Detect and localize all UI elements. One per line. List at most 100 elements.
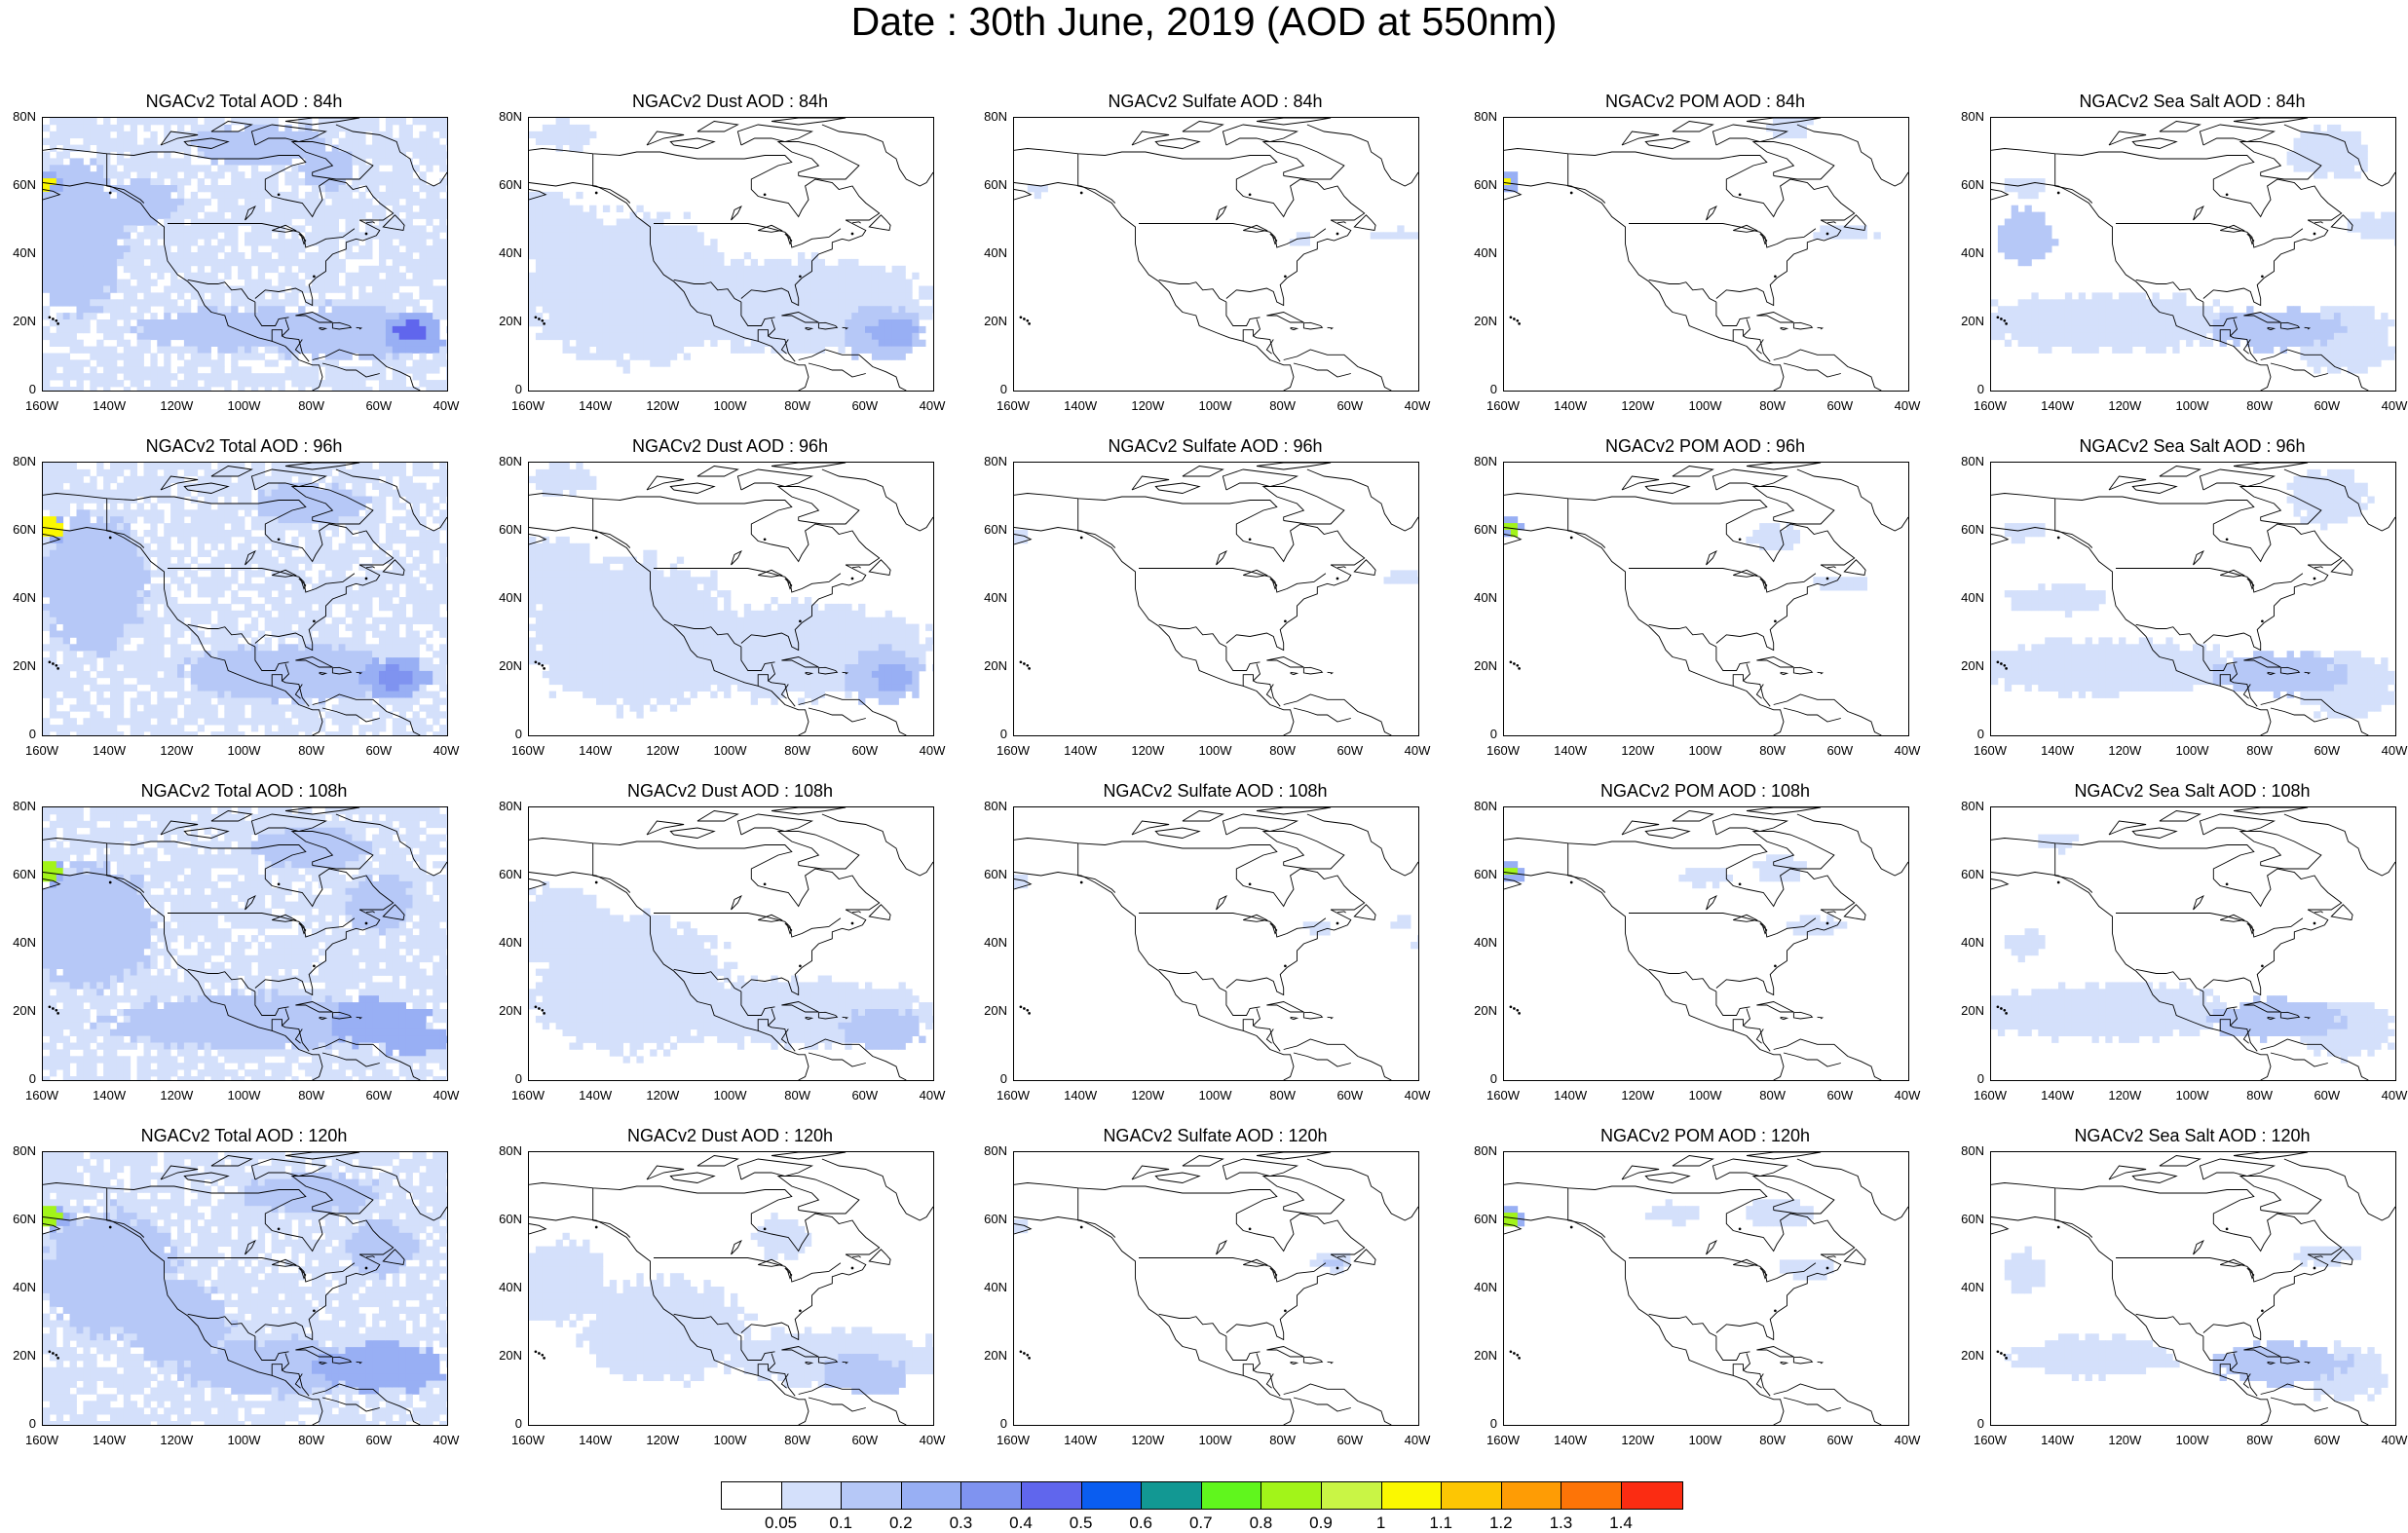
x-tick-label: 80W: [282, 744, 341, 758]
colorbar-swatch: [1082, 1482, 1143, 1509]
x-tick-label: 140W: [566, 1089, 624, 1103]
map-seasalt-120h: [1990, 1151, 2396, 1426]
colorbar-label: 0.05: [752, 1514, 810, 1533]
x-tick-label: 160W: [13, 744, 71, 758]
x-tick-label: 40W: [1878, 1434, 1937, 1447]
y-tick-label: 20N: [0, 1349, 36, 1363]
x-tick-label: 100W: [215, 1434, 274, 1447]
x-tick-label: 60W: [836, 399, 894, 413]
y-tick-label: 80N: [0, 110, 36, 124]
y-tick-label: 80N: [968, 110, 1007, 124]
x-tick-label: 80W: [2231, 1089, 2289, 1103]
colorbar-swatch: [722, 1482, 782, 1509]
y-tick-label: 40N: [0, 246, 36, 260]
y-tick-label: 40N: [968, 936, 1007, 950]
x-tick-label: 160W: [1961, 744, 2019, 758]
y-tick-label: 20N: [483, 1004, 522, 1018]
y-tick-label: 20N: [968, 659, 1007, 673]
x-tick-label: 80W: [2231, 1434, 2289, 1447]
x-tick-label: 40W: [417, 744, 475, 758]
x-tick-label: 140W: [1051, 1434, 1110, 1447]
y-tick-label: 20N: [968, 315, 1007, 328]
x-tick-label: 80W: [282, 1434, 341, 1447]
x-tick-label: 40W: [2365, 1089, 2408, 1103]
x-tick-label: 40W: [1388, 744, 1447, 758]
colorbar-swatch: [1022, 1482, 1082, 1509]
map-canvas: [1991, 807, 2395, 1080]
x-tick-label: 100W: [1186, 399, 1245, 413]
map-canvas: [1504, 118, 1908, 391]
y-tick-label: 60N: [1458, 178, 1497, 192]
y-tick-label: 0: [483, 1072, 522, 1086]
y-tick-label: 0: [968, 1072, 1007, 1086]
panel-title-seasalt-120h: NGACv2 Sea Salt AOD : 120h: [1990, 1126, 2394, 1146]
x-tick-label: 40W: [903, 744, 961, 758]
y-tick-label: 80N: [1458, 1144, 1497, 1158]
x-tick-label: 120W: [1608, 1434, 1667, 1447]
x-tick-label: 100W: [215, 744, 274, 758]
map-dust-108h: [528, 806, 934, 1081]
y-tick-label: 80N: [1945, 800, 1984, 813]
x-tick-label: 40W: [1388, 1089, 1447, 1103]
x-tick-label: 120W: [1118, 1434, 1177, 1447]
coastlines: [1014, 1152, 1418, 1425]
y-tick-label: 20N: [968, 1349, 1007, 1363]
x-tick-label: 160W: [1474, 1089, 1532, 1103]
colorbar-label: 0.9: [1292, 1514, 1350, 1533]
x-tick-label: 160W: [499, 744, 557, 758]
x-tick-label: 120W: [1608, 744, 1667, 758]
x-tick-label: 120W: [2095, 744, 2154, 758]
colorbar-label: 0.5: [1052, 1514, 1110, 1533]
panel-title-pom-96h: NGACv2 POM AOD : 96h: [1503, 436, 1907, 457]
y-tick-label: 40N: [968, 246, 1007, 260]
y-tick-label: 80N: [483, 110, 522, 124]
y-tick-label: 60N: [968, 868, 1007, 881]
colorbar-swatch: [1261, 1482, 1322, 1509]
map-canvas: [529, 118, 933, 391]
x-tick-label: 140W: [1541, 744, 1599, 758]
y-tick-label: 40N: [0, 936, 36, 950]
x-tick-label: 100W: [701, 744, 760, 758]
colorbar-swatch: [1202, 1482, 1262, 1509]
colorbar-swatch: [1142, 1482, 1202, 1509]
x-tick-label: 160W: [1474, 744, 1532, 758]
y-tick-label: 40N: [968, 1281, 1007, 1294]
x-tick-label: 160W: [13, 1089, 71, 1103]
y-tick-label: 40N: [1458, 246, 1497, 260]
panel-title-total-84h: NGACv2 Total AOD : 84h: [42, 92, 446, 112]
y-tick-label: 60N: [968, 1213, 1007, 1226]
map-dust-120h: [528, 1151, 934, 1426]
y-tick-label: 0: [0, 1417, 36, 1431]
y-tick-label: 80N: [483, 455, 522, 468]
x-tick-label: 100W: [2163, 744, 2222, 758]
x-tick-label: 120W: [633, 399, 692, 413]
colorbar-label: 0.6: [1111, 1514, 1170, 1533]
x-tick-label: 40W: [1878, 1089, 1937, 1103]
y-tick-label: 60N: [1458, 523, 1497, 537]
y-tick-label: 20N: [968, 1004, 1007, 1018]
map-pom-108h: [1503, 806, 1909, 1081]
x-tick-label: 120W: [2095, 1089, 2154, 1103]
aod-field: [1014, 530, 1418, 584]
x-tick-label: 80W: [282, 399, 341, 413]
y-tick-label: 0: [1945, 728, 1984, 741]
y-tick-label: 20N: [483, 659, 522, 673]
x-tick-label: 60W: [1811, 744, 1869, 758]
x-tick-label: 80W: [1744, 1089, 1802, 1103]
coastlines: [1014, 463, 1418, 735]
map-canvas: [1504, 463, 1908, 735]
y-tick-label: 20N: [1945, 315, 1984, 328]
map-canvas: [1014, 807, 1418, 1080]
coastlines: [1014, 118, 1418, 391]
y-tick-label: 40N: [1945, 1281, 1984, 1294]
panel-title-pom-108h: NGACv2 POM AOD : 108h: [1503, 781, 1907, 802]
x-tick-label: 40W: [903, 1434, 961, 1447]
x-tick-label: 40W: [2365, 1434, 2408, 1447]
x-tick-label: 100W: [701, 1434, 760, 1447]
y-tick-label: 40N: [483, 246, 522, 260]
x-tick-label: 60W: [350, 1434, 408, 1447]
x-tick-label: 120W: [1118, 399, 1177, 413]
colorbar-swatch: [782, 1482, 843, 1509]
x-tick-label: 80W: [769, 1434, 827, 1447]
aod-field: [1014, 875, 1418, 949]
